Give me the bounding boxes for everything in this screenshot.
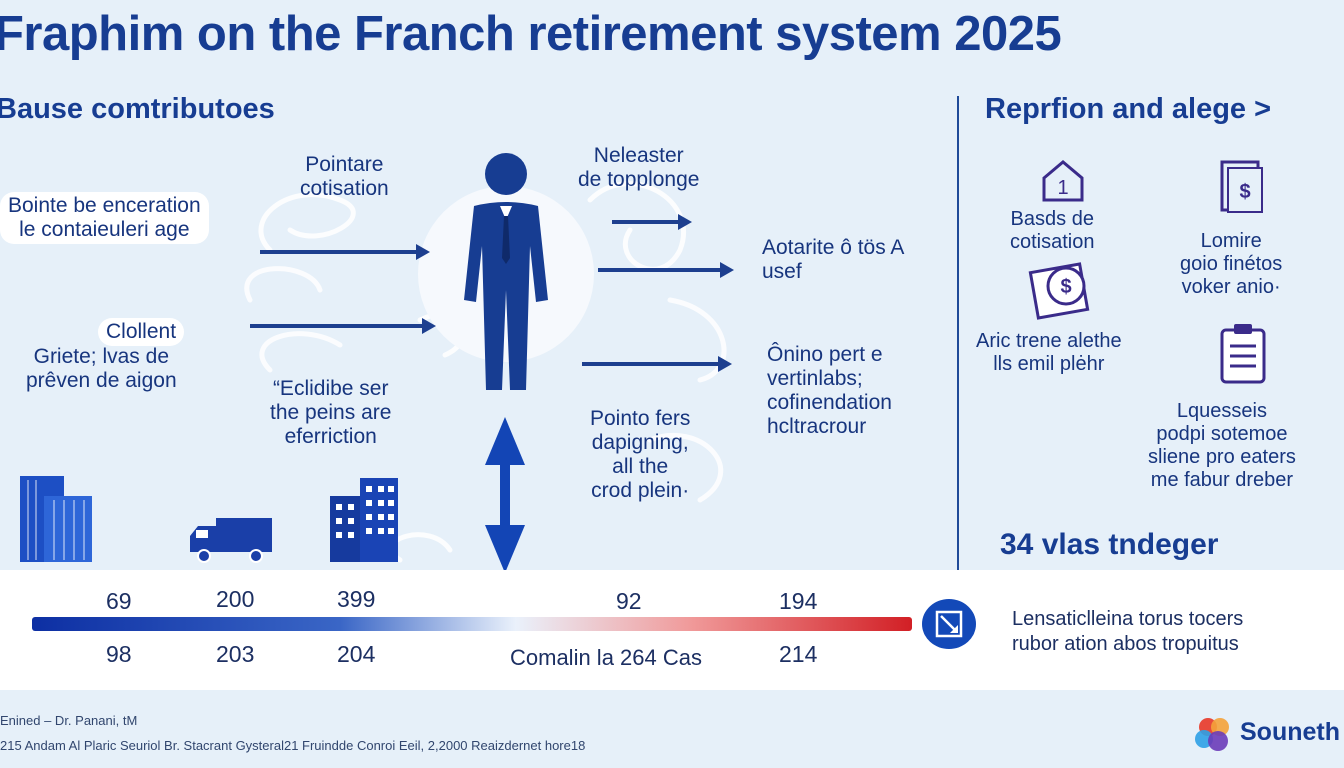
label-eclidibe: “Eclidibe ser the peins are eferriction xyxy=(270,377,392,448)
label-bointe-enceration: Bointe be enceration le contaieuleri age xyxy=(0,192,209,244)
banknote-icon: $ xyxy=(1220,160,1263,213)
scale-bottom-number: 214 xyxy=(779,641,818,667)
scale-top-number: 69 xyxy=(106,588,132,614)
page-title: Fraphim on the Franch retirement system … xyxy=(0,7,1062,61)
svg-text:$: $ xyxy=(1060,276,1071,298)
scale-top-number: 200 xyxy=(216,586,255,612)
right-section-heading[interactable]: Reprfion and alege > xyxy=(985,93,1272,125)
label-pointo-fers: Pointo fers dapigning, all the crod plei… xyxy=(590,407,691,502)
vertical-double-arrow xyxy=(485,417,525,573)
scale-top-number: 399 xyxy=(337,586,376,612)
label-neleaster: Neleaster de topplonge xyxy=(578,144,700,191)
svg-text:1: 1 xyxy=(1057,177,1068,199)
label-aotarite: Aotarite ô tös A usef xyxy=(762,236,905,283)
right-item-label-1: Basds de cotisation xyxy=(1010,208,1095,253)
flow-arrows xyxy=(250,214,734,372)
scale-bottom-number: 204 xyxy=(337,641,376,667)
brand-logo-icon xyxy=(1195,718,1229,751)
arrow-down-right-icon xyxy=(935,610,963,638)
label-onino-pert: Ônino pert e vertinlabs; cofinendation h… xyxy=(767,343,892,438)
coin-icon: $ xyxy=(1028,262,1090,320)
right-item-label-2: Lomire goio finétos voker anio· xyxy=(1180,230,1283,298)
left-section-heading: Bause comtributoes xyxy=(0,93,275,125)
decorative-swirls xyxy=(244,181,727,563)
expand-button[interactable] xyxy=(922,599,976,649)
footer-line-2: 215 Andam Al Plaric Seuriol Br. Stacrant… xyxy=(0,738,586,753)
stat-headline: 34 vlas tndeger xyxy=(1000,528,1219,561)
office-building-icon xyxy=(330,478,398,562)
scale-note: Lensaticlleina torus tocers rubor ation … xyxy=(1012,608,1244,655)
section-divider xyxy=(957,96,959,570)
right-item-label-4: Lquesseis podpi sotemoe sliene pro eater… xyxy=(1148,400,1296,491)
stacked-books-icon xyxy=(20,476,92,562)
scale-caption: Comalin la 264 Cas xyxy=(510,645,702,670)
right-item-label-3: Aric trene alethe lls emil plėhr xyxy=(976,330,1122,375)
label-clollent: Clollent xyxy=(98,318,185,346)
person-icon xyxy=(464,153,548,390)
scale-top-number: 92 xyxy=(616,588,642,614)
scale-top-number: 194 xyxy=(779,588,818,614)
scale-bottom-number: 98 xyxy=(106,641,132,667)
label-griete-lvas: Griete; lvas de prêven de aigon xyxy=(26,345,177,392)
house-icon: 1 xyxy=(1042,160,1084,202)
clipboard-icon xyxy=(1220,324,1266,384)
footer-line-1: Enined – Dr. Panani, tM xyxy=(0,713,138,728)
brand-name: Souneth xyxy=(1240,718,1340,746)
truck-icon xyxy=(190,518,272,563)
label-pointare-cotisation: Pointare cotisation xyxy=(300,153,389,200)
svg-text:$: $ xyxy=(1239,181,1250,203)
gradient-scale-bar xyxy=(32,617,912,631)
scale-bottom-number: 203 xyxy=(216,641,255,667)
